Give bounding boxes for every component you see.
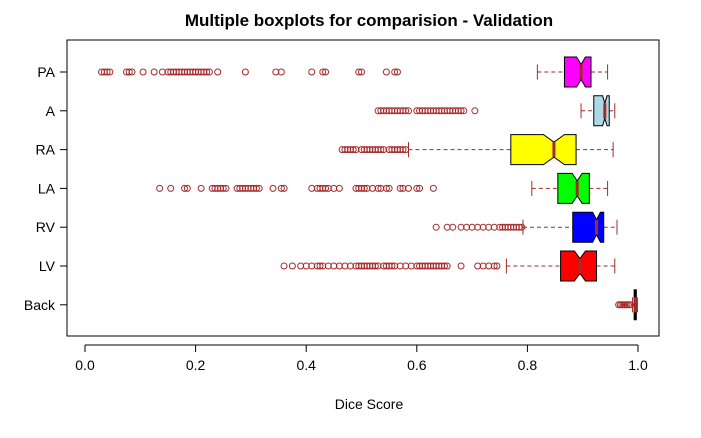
y-tick-label: LA [38,180,56,196]
outlier-point [449,223,457,231]
x-axis-label: Dice Score [335,396,404,412]
outlier-point [405,107,413,115]
outlier-point [391,68,399,76]
chart-title: Multiple boxplots for comparision - Vali… [185,11,553,30]
outlier-point [219,184,227,192]
outlier-point [518,223,526,231]
outlier-point [382,68,390,76]
box-a [374,95,616,127]
outlier-point [277,184,285,192]
y-axis: PA A RA LA RV LV Back [24,64,67,313]
outlier-point [205,68,213,76]
outlier-point [460,107,468,115]
outlier-point [385,184,393,192]
x-tick-label: 1.0 [628,357,648,373]
outlier-point [183,184,191,192]
outlier-point [280,262,288,270]
outlier-point [377,146,385,154]
box-ra [338,134,614,166]
outlier-point [388,262,396,270]
outlier-point [125,68,133,76]
outlier-point [139,68,147,76]
outlier-point [382,184,390,192]
outlier-point [396,184,404,192]
outlier-point [402,107,410,115]
outlier-point [222,184,230,192]
outlier-point [393,68,401,76]
y-tick-label: RV [36,219,56,235]
outlier-point [322,68,330,76]
outlier-point [322,184,330,192]
outlier-point [203,68,211,76]
outlier-point [358,68,365,76]
outlier-point [443,262,451,270]
outlier-point [252,184,260,192]
y-tick-label: A [46,103,56,119]
outlier-point [413,184,421,192]
box-la [156,172,609,204]
outlier-point [355,68,363,76]
outlier-point [490,262,498,270]
box-body [572,211,605,243]
y-tick-label: Back [24,297,56,313]
outlier-point [626,301,634,309]
outlier-point [106,68,114,76]
x-tick-label: 0.4 [296,357,316,373]
outlier-point [167,184,175,192]
outlier-point [288,262,296,270]
box-body [563,56,592,88]
outlier-point [371,262,379,270]
outlier-point [457,107,465,115]
outlier-point [280,184,288,192]
outlier-point [349,146,357,154]
box-rv [432,211,618,243]
outlier-point [316,262,324,270]
x-axis: 0.0 0.2 0.4 0.6 0.8 1.0 [75,344,648,373]
outlier-point [335,184,343,192]
outlier-point [128,68,136,76]
boxes-layer [98,56,638,321]
outlier-point [255,184,263,192]
outlier-point [360,184,368,192]
box-back [615,289,638,321]
box-body [593,95,610,127]
x-tick-label: 0.8 [518,357,538,373]
y-tick-label: RA [36,142,56,158]
x-tick-label: 0.0 [75,357,95,373]
outlier-point [308,68,316,76]
outlier-point [241,68,249,76]
outlier-point [156,184,164,192]
outlier-point [269,184,277,192]
outlier-point [399,146,407,154]
outlier-point [515,223,523,231]
box-body [510,134,577,166]
x-tick-label: 0.6 [407,357,427,373]
outlier-point [374,184,382,192]
outlier-point [197,184,205,192]
box-body [557,172,590,204]
y-tick-label: LV [39,258,56,274]
outlier-point [429,184,437,192]
y-tick-label: PA [37,64,55,80]
box-lv [280,250,616,282]
outlier-point [405,184,413,192]
outlier-point [493,262,501,270]
outlier-point [319,68,327,76]
box-pa [98,56,609,88]
outlier-point [181,184,189,192]
x-tick-label: 0.2 [186,357,206,373]
outlier-point [277,68,285,76]
outlier-point [471,107,479,115]
outlier-point [416,184,424,192]
outlier-point [402,146,410,154]
outlier-point [103,68,111,76]
outlier-point [457,262,465,270]
outlier-point [440,262,448,270]
outlier-point [214,68,222,76]
outlier-point [432,223,440,231]
outlier-point [150,68,158,76]
